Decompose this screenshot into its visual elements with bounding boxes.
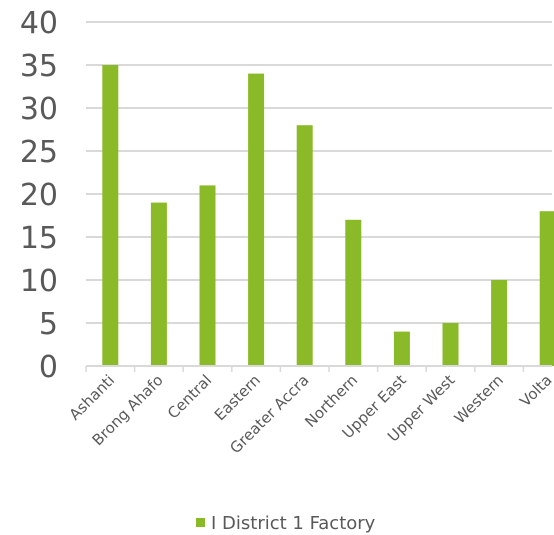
x-tick-label: Central — [164, 371, 215, 422]
bar — [345, 219, 362, 366]
legend-label: I District 1 Factory — [211, 513, 376, 534]
bar — [248, 73, 265, 366]
bar — [491, 280, 508, 366]
y-axis-tick-labels: 0 5 10 15 20 25 30 35 40 — [20, 6, 58, 385]
bar — [539, 211, 554, 366]
y-tick-label: 40 — [20, 6, 58, 41]
x-tick-label: Western — [451, 371, 507, 427]
bar — [393, 331, 410, 366]
bar — [102, 65, 119, 366]
y-tick-label: 10 — [20, 264, 58, 299]
y-tick-label: 25 — [20, 135, 58, 170]
x-tick-label: Volta — [516, 371, 554, 410]
y-tick-label: 20 — [20, 178, 58, 213]
bars — [102, 65, 554, 366]
legend: I District 1 Factory — [196, 513, 376, 534]
y-tick-label: 35 — [20, 49, 58, 84]
legend-swatch — [196, 518, 205, 527]
y-tick-label: 15 — [20, 221, 58, 256]
y-tick-label: 5 — [39, 307, 58, 342]
bar — [199, 185, 216, 366]
x-axis — [85, 365, 552, 372]
bar — [442, 323, 459, 366]
bar — [296, 125, 313, 366]
y-tick-label: 0 — [39, 350, 58, 385]
y-tick-label: 30 — [20, 92, 58, 127]
bar — [150, 202, 167, 366]
